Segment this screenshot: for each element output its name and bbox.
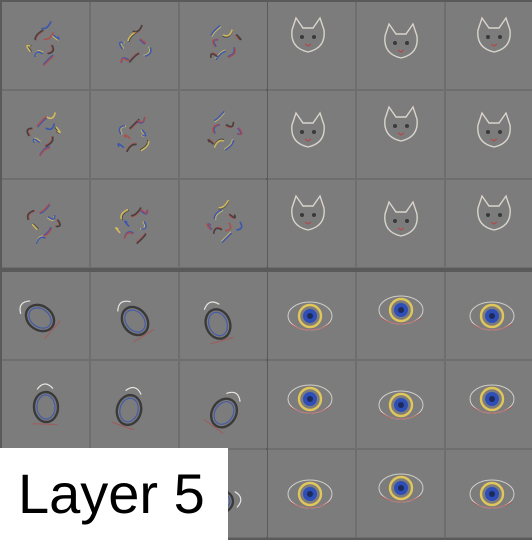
feature-patch-eye <box>357 361 444 448</box>
feature-patch-blob <box>180 91 267 178</box>
ring-feature-image <box>203 391 241 434</box>
eye-feature-image <box>287 384 333 414</box>
feature-patch-blob <box>2 180 89 267</box>
feature-patch-blob <box>91 91 178 178</box>
quadrant-top-left <box>2 2 267 268</box>
feature-patch-ring <box>2 272 89 359</box>
cat-feature-image <box>384 22 418 59</box>
feature-patch-blob <box>180 2 267 89</box>
feature-patch-cat <box>357 2 444 89</box>
feature-patch-ring <box>180 272 267 359</box>
feature-patch-ring <box>91 272 178 359</box>
feature-patch-blob <box>2 2 89 89</box>
feature-patch-blob <box>180 180 267 267</box>
cat-feature-image <box>384 105 418 142</box>
blob-feature-image <box>26 203 61 244</box>
ring-feature-image <box>19 300 61 340</box>
ring-feature-image <box>203 301 234 345</box>
cat-feature-image <box>291 16 325 53</box>
blob-feature-image <box>26 112 61 157</box>
eye-feature-image <box>378 390 424 420</box>
blob-feature-image <box>206 199 243 243</box>
feature-patch-eye <box>446 450 532 537</box>
feature-patch-eye <box>357 272 444 359</box>
feature-patch-eye <box>357 450 444 537</box>
blob-feature-image <box>207 110 243 151</box>
feature-patch-blob <box>91 180 178 267</box>
ring-feature-image <box>32 383 60 425</box>
eye-feature-image <box>287 479 333 509</box>
blob-feature-image <box>209 25 242 61</box>
feature-patch-eye <box>268 450 355 537</box>
eye-feature-image <box>469 479 515 509</box>
feature-patch-cat <box>446 91 532 178</box>
feature-patch-cat <box>446 2 532 89</box>
eye-feature-image <box>287 301 333 331</box>
feature-patch-eye <box>446 272 532 359</box>
ring-feature-image <box>111 386 143 431</box>
cat-feature-image <box>291 111 325 148</box>
cat-feature-image <box>477 111 511 148</box>
feature-patch-cat <box>268 2 355 89</box>
feature-patch-cat <box>268 91 355 178</box>
feature-patch-eye <box>268 272 355 359</box>
feature-patch-cat <box>357 91 444 178</box>
eye-feature-image <box>469 301 515 331</box>
feature-patch-ring <box>180 361 267 448</box>
feature-patch-ring <box>2 361 89 448</box>
blob-feature-image <box>118 24 152 64</box>
feature-patch-eye <box>446 361 532 448</box>
layer-caption: Layer 5 <box>18 462 205 525</box>
feature-patch-ring <box>91 361 178 448</box>
ring-feature-image <box>117 300 155 343</box>
feature-patch-cat <box>268 180 355 267</box>
feature-patch-cat <box>357 180 444 267</box>
blob-feature-image <box>117 116 150 153</box>
quadrant-top-right <box>268 2 532 268</box>
caption-box: Layer 5 <box>0 448 228 540</box>
eye-feature-image <box>469 384 515 414</box>
cat-feature-image <box>477 194 511 231</box>
blob-feature-image <box>115 207 149 245</box>
feature-patch-blob <box>2 91 89 178</box>
quadrant-bottom-right <box>268 272 532 538</box>
cat-feature-image <box>384 200 418 237</box>
eye-feature-image <box>378 473 424 503</box>
blob-feature-image <box>26 20 60 67</box>
feature-patch-eye <box>268 361 355 448</box>
eye-feature-image <box>378 295 424 325</box>
feature-patch-cat <box>446 180 532 267</box>
cat-feature-image <box>291 194 325 231</box>
cat-feature-image <box>477 16 511 53</box>
feature-patch-blob <box>91 2 178 89</box>
